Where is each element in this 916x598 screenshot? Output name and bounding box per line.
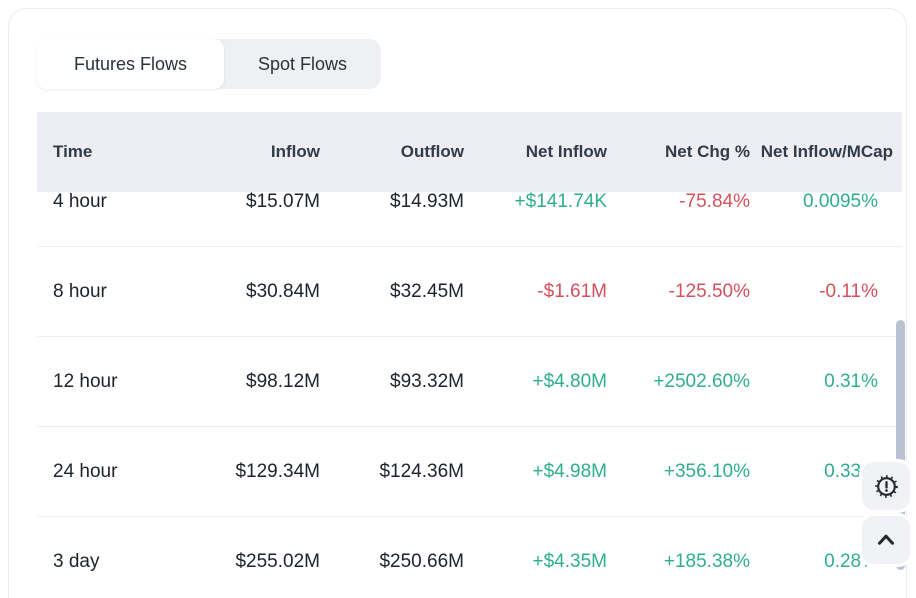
outflow-value: $14.93M <box>390 192 464 212</box>
outflow-value: $124.36M <box>379 460 464 482</box>
table-row: 4 hour $15.07M $14.93M +$141.74K -75.84%… <box>37 192 902 247</box>
table-row: 12 hour $98.12M $93.32M +$4.80M +2502.60… <box>37 337 902 427</box>
outflow-value: $250.66M <box>379 550 464 572</box>
feedback-button[interactable] <box>862 462 910 510</box>
inflow-value: $255.02M <box>235 550 320 572</box>
inflow-value: $98.12M <box>246 370 320 392</box>
net-inflow-value: +$141.74K <box>514 192 607 212</box>
time-value: 4 hour <box>53 192 107 212</box>
outflow-value: $93.32M <box>390 370 464 392</box>
column-header-time: Time <box>53 142 93 161</box>
net-inflow-value: -$1.61M <box>537 280 607 302</box>
net-chg-value: +356.10% <box>663 460 750 482</box>
time-value: 3 day <box>53 550 100 572</box>
tab-spot-flows[interactable]: Spot Flows <box>257 53 348 74</box>
inflow-value: $15.07M <box>246 192 320 212</box>
net-inflow-mcap-value: 0.0095% <box>802 192 878 212</box>
net-chg-value: -125.50% <box>668 280 750 302</box>
net-inflow-value: +$4.98M <box>532 460 607 482</box>
column-header-net-inflow-mcap: Net Inflow/MCap <box>760 142 893 161</box>
time-value: 8 hour <box>53 280 107 302</box>
table-row: 3 day $255.02M $250.66M +$4.35M +185.38%… <box>37 517 902 587</box>
net-chg-value: -75.84% <box>679 192 750 212</box>
time-value: 24 hour <box>53 460 118 482</box>
column-header-net-inflow: Net Inflow <box>525 142 607 161</box>
net-chg-value: +2502.60% <box>653 370 750 392</box>
table-body[interactable]: 4 hour $15.07M $14.93M +$141.74K -75.84%… <box>37 192 902 587</box>
column-header-inflow: Inflow <box>270 142 320 161</box>
flows-card: Futures Flows Spot Flows Time Inflow Out… <box>8 8 907 598</box>
inflow-value: $129.34M <box>235 460 320 482</box>
chevron-up-icon <box>873 527 899 553</box>
table-header: Time Inflow Outflow Net Inflow Net Chg %… <box>37 112 902 192</box>
net-inflow-mcap-value: -0.11% <box>819 280 878 302</box>
badge-exclamation-icon <box>873 473 900 500</box>
column-header-outflow: Outflow <box>400 142 464 161</box>
flows-tab-switcher: Futures Flows Spot Flows <box>37 39 381 89</box>
net-inflow-mcap-value: 0.31% <box>824 370 878 392</box>
scroll-to-top-button[interactable] <box>862 516 910 564</box>
vertical-scrollbar-thumb[interactable] <box>896 320 905 570</box>
tab-futures-flows[interactable]: Futures Flows <box>37 39 224 89</box>
net-chg-value: +185.38% <box>663 550 750 572</box>
net-inflow-value: +$4.80M <box>532 370 607 392</box>
inflow-value: $30.84M <box>246 280 320 302</box>
column-header-net-chg: Net Chg % <box>665 142 750 161</box>
table-row: 8 hour $30.84M $32.45M -$1.61M -125.50% … <box>37 247 902 337</box>
outflow-value: $32.45M <box>390 280 464 302</box>
table-row: 24 hour $129.34M $124.36M +$4.98M +356.1… <box>37 427 902 517</box>
net-inflow-value: +$4.35M <box>532 550 607 572</box>
time-value: 12 hour <box>53 370 118 392</box>
table-rows: 4 hour $15.07M $14.93M +$141.74K -75.84%… <box>37 192 902 587</box>
